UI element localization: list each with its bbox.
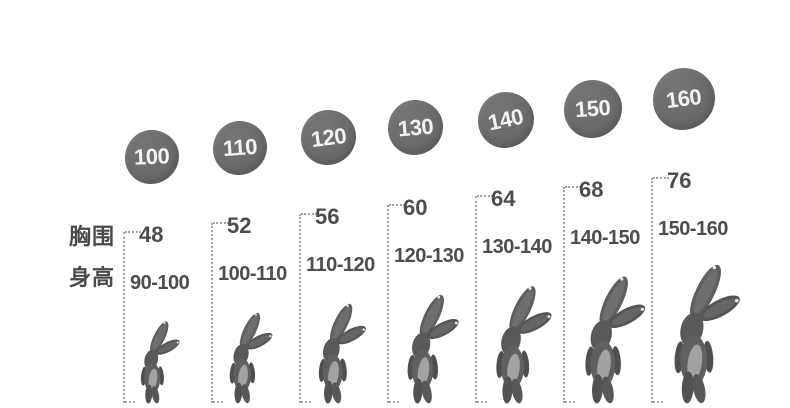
bunny-icon (228, 310, 275, 404)
bunny-icon (584, 273, 649, 404)
bunny-icon (673, 261, 744, 404)
size-badge-label: 100 (133, 143, 171, 170)
measure-bracket (651, 177, 669, 403)
size-badge-140: 140 (478, 92, 534, 148)
size-badge-label: 120 (309, 122, 348, 152)
chest-value: 60 (403, 195, 428, 220)
size-badge-label: 130 (396, 113, 435, 141)
height-range-value: 150-160 (658, 218, 728, 240)
size-badge-label: 110 (222, 133, 258, 162)
size-badge-label: 140 (486, 103, 526, 136)
measure-bracket (299, 213, 317, 403)
size-badge-160: 160 (653, 68, 715, 130)
chest-value: 68 (579, 177, 604, 202)
measure-bracket (123, 231, 141, 403)
bracket-top-tick (653, 177, 669, 179)
size-badge-130: 130 (388, 100, 443, 155)
measure-bracket (563, 186, 581, 403)
height-axis-label: 身高 (69, 265, 116, 290)
height-range-value: 90-100 (130, 272, 190, 294)
measure-bracket (387, 204, 405, 403)
bracket-bottom-tick (213, 401, 223, 403)
bunny-icon (140, 319, 182, 404)
bunny-icon (318, 301, 369, 404)
bracket-top-tick (213, 222, 229, 224)
bracket-top-tick (477, 195, 493, 197)
size-badge-150: 150 (564, 80, 622, 138)
size-badge-label: 160 (664, 83, 703, 114)
bracket-bottom-tick (125, 401, 135, 403)
height-range-value: 120-130 (394, 245, 464, 267)
bracket-top-tick (125, 231, 141, 233)
height-range-value: 100-110 (218, 263, 287, 285)
chest-value: 76 (667, 168, 692, 193)
chest-value: 52 (227, 213, 252, 238)
size-badge-120: 120 (301, 110, 356, 165)
bracket-bottom-tick (653, 401, 663, 403)
bracket-bottom-tick (301, 401, 311, 403)
size-badge-label: 150 (574, 94, 612, 123)
bunny-icon (495, 283, 555, 404)
size-badge-110: 110 (213, 121, 267, 175)
measure-bracket (475, 195, 493, 403)
chest-value: 64 (491, 186, 516, 211)
chest-axis-label: 胸围 (69, 224, 116, 249)
bracket-top-tick (565, 186, 581, 188)
chest-value: 48 (139, 222, 164, 247)
bracket-bottom-tick (565, 401, 575, 403)
bracket-top-tick (389, 204, 405, 206)
size-badge-100: 100 (125, 130, 179, 184)
bunny-icon (406, 292, 462, 404)
measure-bracket (211, 222, 229, 403)
bracket-bottom-tick (477, 401, 487, 403)
height-range-value: 110-120 (306, 254, 375, 276)
bracket-top-tick (301, 213, 317, 215)
height-range-value: 140-150 (570, 227, 640, 249)
height-range-value: 130-140 (482, 236, 552, 258)
bracket-bottom-tick (389, 401, 399, 403)
chest-value: 56 (315, 204, 340, 229)
